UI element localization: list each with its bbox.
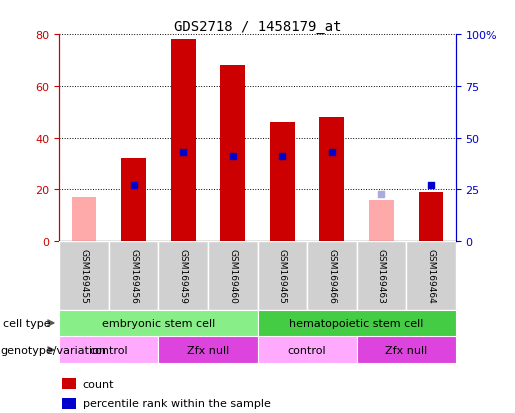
Bar xyxy=(319,118,344,242)
Bar xyxy=(109,242,158,310)
Bar xyxy=(62,378,76,389)
Bar xyxy=(307,242,356,310)
Text: GSM169465: GSM169465 xyxy=(278,248,287,303)
Point xyxy=(377,191,386,197)
Text: GSM169456: GSM169456 xyxy=(129,248,138,303)
Text: control: control xyxy=(288,345,327,355)
Text: control: control xyxy=(90,345,128,355)
Bar xyxy=(419,192,443,242)
Bar xyxy=(258,337,356,363)
Bar xyxy=(356,337,456,363)
Text: Zfx null: Zfx null xyxy=(187,345,229,355)
Text: genotype/variation: genotype/variation xyxy=(1,345,107,355)
Text: cell type: cell type xyxy=(3,318,50,328)
Bar xyxy=(158,337,258,363)
Point xyxy=(278,154,286,160)
Bar xyxy=(121,159,146,242)
Bar xyxy=(258,310,456,337)
Text: embryonic stem cell: embryonic stem cell xyxy=(102,318,215,328)
Point xyxy=(129,183,138,189)
Text: GSM169455: GSM169455 xyxy=(79,248,89,303)
Bar xyxy=(72,198,96,242)
Point xyxy=(427,183,435,189)
Text: percentile rank within the sample: percentile rank within the sample xyxy=(83,398,271,408)
Point xyxy=(229,154,237,160)
Bar xyxy=(59,337,158,363)
Bar xyxy=(158,242,208,310)
Bar xyxy=(62,398,76,409)
Bar xyxy=(270,123,295,242)
Text: GSM169464: GSM169464 xyxy=(426,248,436,303)
Text: hematopoietic stem cell: hematopoietic stem cell xyxy=(289,318,424,328)
Text: count: count xyxy=(83,379,114,389)
Bar xyxy=(59,310,258,337)
Text: GSM169466: GSM169466 xyxy=(328,248,336,303)
Text: GSM169460: GSM169460 xyxy=(228,248,237,303)
Bar xyxy=(369,200,394,242)
Bar xyxy=(59,242,109,310)
Bar xyxy=(356,242,406,310)
Text: Zfx null: Zfx null xyxy=(385,345,427,355)
Bar xyxy=(406,242,456,310)
Title: GDS2718 / 1458179_at: GDS2718 / 1458179_at xyxy=(174,20,341,34)
Bar xyxy=(220,66,245,242)
Bar xyxy=(208,242,258,310)
Text: GSM169463: GSM169463 xyxy=(377,248,386,303)
Point xyxy=(328,150,336,156)
Bar xyxy=(258,242,307,310)
Bar xyxy=(171,40,196,242)
Text: GSM169459: GSM169459 xyxy=(179,248,187,303)
Point xyxy=(179,150,187,156)
